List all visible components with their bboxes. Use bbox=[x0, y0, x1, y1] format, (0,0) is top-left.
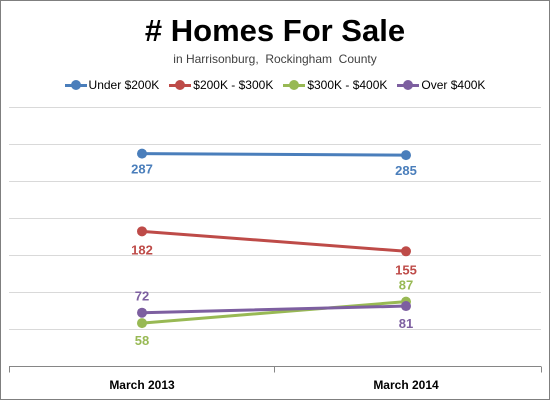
x-tick-label: March 2014 bbox=[373, 378, 439, 392]
data-label: 285 bbox=[395, 163, 417, 178]
legend-item-200k-300k: $200K - $300K bbox=[169, 77, 273, 93]
data-label: 81 bbox=[399, 316, 413, 331]
chart-legend: Under $200K $200K - $300K $300K - $400K … bbox=[1, 77, 549, 93]
data-label: 155 bbox=[395, 262, 417, 277]
chart-title: # Homes For Sale bbox=[144, 13, 406, 48]
legend-item-over-400k: Over $400K bbox=[397, 77, 485, 93]
data-label: 58 bbox=[135, 333, 149, 348]
legend-label-300k-400k: $300K - $400K bbox=[307, 78, 388, 92]
data-point bbox=[137, 148, 147, 159]
data-label: 287 bbox=[131, 162, 153, 177]
data-point bbox=[401, 246, 411, 257]
legend-label-under-200k: Under $200K bbox=[88, 78, 160, 92]
data-point bbox=[137, 226, 147, 237]
data-point bbox=[137, 307, 147, 318]
legend-label-over-400k: Over $400K bbox=[421, 78, 486, 92]
data-point bbox=[401, 301, 411, 312]
series-line bbox=[140, 300, 408, 325]
chart-subtitle: in Harrisonburg, Rockingham County bbox=[173, 52, 377, 66]
x-tick-label: March 2013 bbox=[109, 378, 175, 392]
legend-swatch-300k-400k bbox=[283, 80, 306, 90]
data-label: 87 bbox=[399, 278, 413, 293]
legend-item-300k-400k: $300K - $400K bbox=[283, 77, 387, 93]
legend-swatch-under-200k bbox=[64, 80, 87, 90]
data-label: 72 bbox=[135, 289, 149, 304]
data-point bbox=[401, 150, 411, 161]
series-line bbox=[140, 152, 408, 157]
series-line bbox=[140, 229, 408, 253]
data-point bbox=[137, 318, 147, 329]
data-label: 182 bbox=[131, 242, 153, 257]
legend-item-under-200k: Under $200K bbox=[64, 77, 160, 93]
legend-swatch-200k-300k bbox=[169, 80, 192, 90]
legend-label-200k-300k: $200K - $300K bbox=[193, 78, 274, 92]
series-line bbox=[140, 304, 408, 315]
legend-swatch-over-400k bbox=[397, 80, 420, 90]
